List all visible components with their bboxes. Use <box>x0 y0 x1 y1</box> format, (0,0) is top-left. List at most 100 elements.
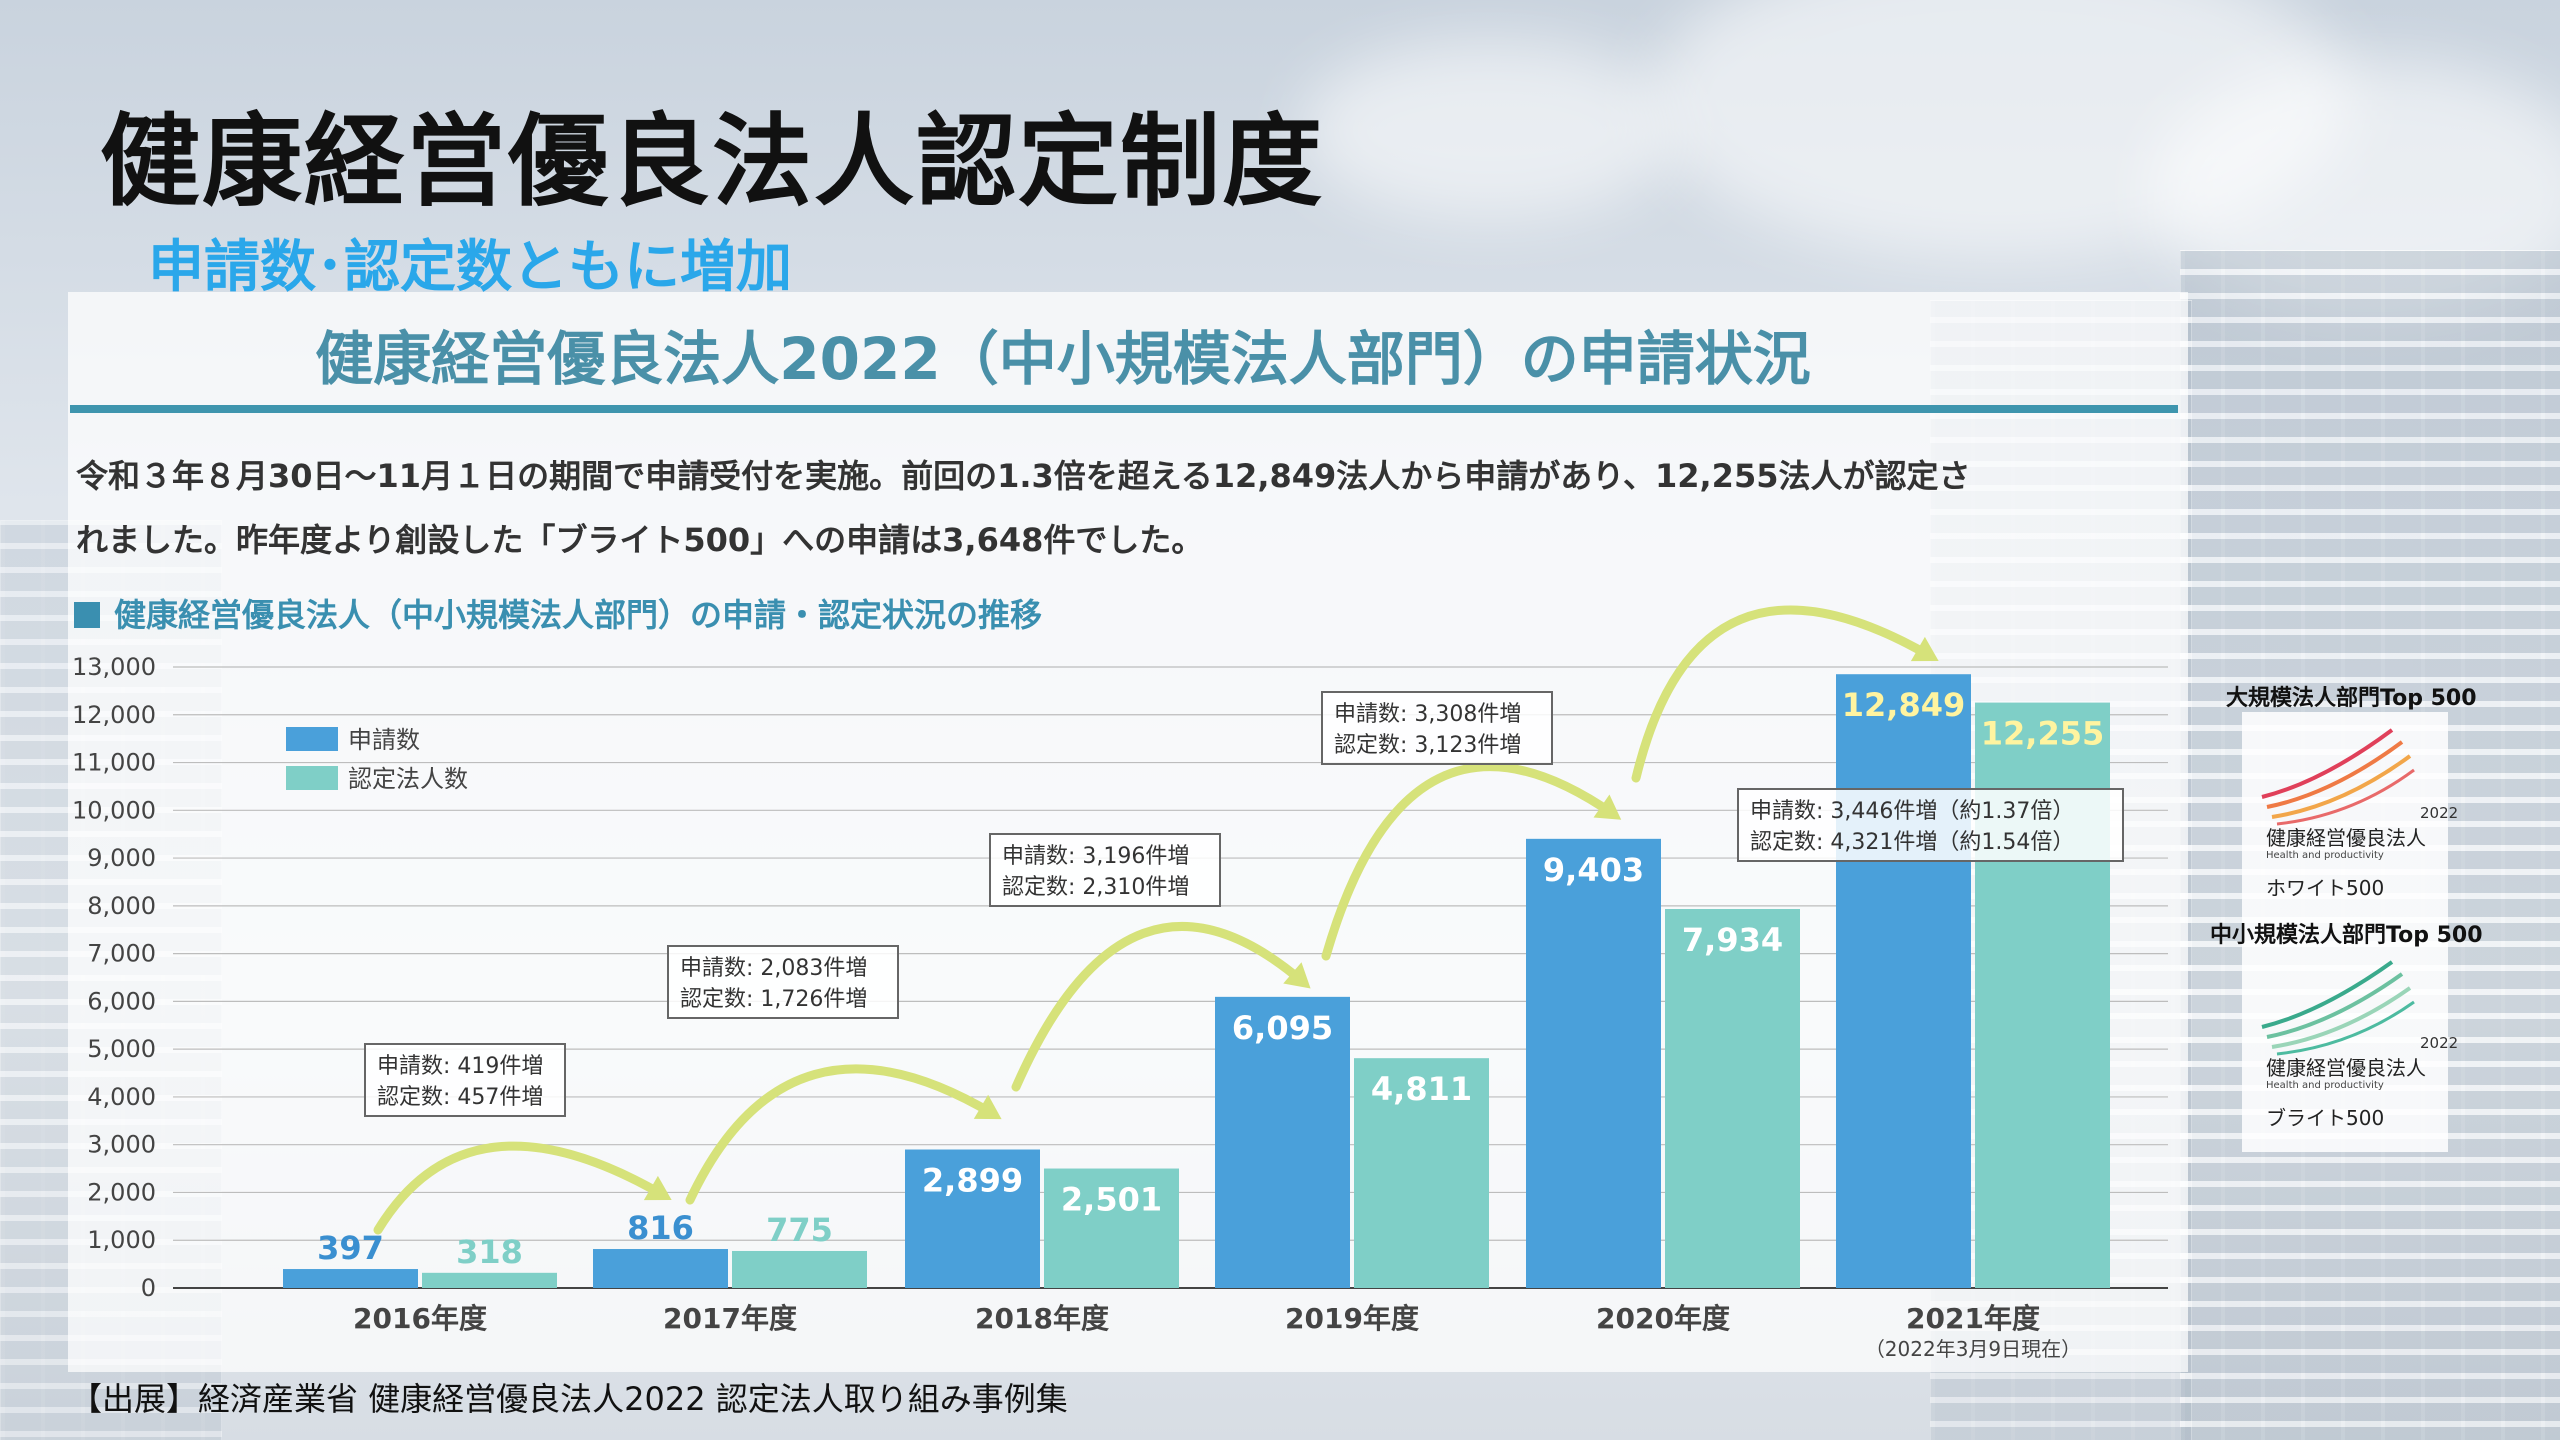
bright500-year: 2022 <box>2420 1034 2459 1052</box>
growth-arrow <box>1321 762 1618 961</box>
annotation-box <box>989 833 1221 907</box>
x-category-note: （2022年3月9日現在） <box>1865 1337 2081 1361</box>
panel-divider <box>70 405 2178 413</box>
annotation-applications: 申請数: 3,196件増 <box>1002 844 1189 869</box>
bright500-emblem-icon <box>2261 960 2415 1056</box>
bar-certified <box>1665 908 1800 1288</box>
data-label-applications: 12,849 <box>1842 686 1965 724</box>
logo-artwork <box>2261 728 2415 1056</box>
arrow-head-icon <box>973 1094 1002 1120</box>
arrow-head-icon <box>1593 794 1622 820</box>
y-tick-label: 2,000 <box>87 1178 156 1206</box>
white500-year: 2022 <box>2420 804 2459 822</box>
data-label-applications: 397 <box>317 1229 384 1267</box>
y-tick-label: 10,000 <box>72 796 156 824</box>
y-tick-label: 8,000 <box>87 892 156 920</box>
section-heading-text: 健康経営優良法人（中小規模法人部門）の申請・認定状況の推移 <box>114 596 1043 634</box>
annotation-applications: 申請数: 419件増 <box>377 1054 543 1079</box>
panel-description: 令和３年８月30日～11月１日の期間で申請受付を実施。前回の1.3倍を超える12… <box>76 444 2186 572</box>
bar-applications <box>1215 996 1350 1288</box>
bright500-tagline: Health and productivity <box>2266 1080 2384 1091</box>
annotation-certified: 認定数: 3,123件増 <box>1334 733 1521 758</box>
section-heading: 健康経営優良法人（中小規模法人部門）の申請・認定状況の推移 <box>74 590 1042 636</box>
annotation-box <box>364 1043 566 1117</box>
large-corp-logo-heading: 大規模法人部門Top 500 <box>2226 686 2477 711</box>
arrow-head-icon <box>1283 962 1311 989</box>
bar-applications <box>593 1249 728 1288</box>
data-label-applications: 6,095 <box>1232 1009 1333 1047</box>
annotation-certified: 認定数: 1,726件増 <box>680 987 867 1012</box>
legend-swatch-applications <box>286 727 338 751</box>
data-label-applications: 816 <box>627 1209 694 1247</box>
data-label-applications: 2,899 <box>922 1162 1023 1200</box>
data-label-certified: 318 <box>456 1233 523 1271</box>
page-subtitle: 申請数･認定数ともに増加 <box>148 235 792 300</box>
x-category-label: 2021年度 <box>1906 1302 2040 1335</box>
bright500-label: ブライト500 <box>2266 1106 2385 1130</box>
data-label-applications: 9,403 <box>1543 851 1644 889</box>
page-title: 健康経営優良法人認定制度 <box>100 103 1324 220</box>
annotation-certified: 認定数: 2,310件増 <box>1002 875 1189 900</box>
y-tick-label: 9,000 <box>87 844 156 872</box>
white500-label: ホワイト500 <box>2266 876 2385 900</box>
arrow-head-icon <box>1910 636 1939 662</box>
description-line-1: 令和３年８月30日～11月１日の期間で申請受付を実施。前回の1.3倍を超える12… <box>76 457 1971 495</box>
x-category-label: 2017年度 <box>663 1302 797 1335</box>
bar-chart: 0 1,000 2,000 3,000 4,000 5,000 6,000 7,000 8,00… <box>72 605 2168 1361</box>
chart-panel: 健康経営優良法人2022（中小規模法人部門）の申請状況 令和３年８月30日～11… <box>68 292 2188 1372</box>
bar-applications <box>1526 838 1661 1288</box>
annotation-certified: 認定数: 457件増 <box>377 1085 543 1110</box>
x-category-label: 2018年度 <box>975 1302 1109 1335</box>
legend-label-certified: 認定法人数 <box>348 765 468 793</box>
growth-arrow <box>685 1064 998 1205</box>
growth-arrow <box>373 1141 668 1235</box>
annotation-certified: 認定数: 4,321件増（約1.54倍） <box>1750 830 2074 855</box>
legend-label-applications: 申請数 <box>348 726 420 754</box>
sme-logo-heading: 中小規模法人部門Top 500 <box>2210 923 2483 948</box>
y-tick-label: 12,000 <box>72 701 156 729</box>
annotation-box <box>1737 788 2124 862</box>
y-tick-label: 1,000 <box>87 1226 156 1254</box>
growth-arrow <box>1011 921 1308 1092</box>
white500-name: 健康経営優良法人 <box>2266 826 2426 850</box>
data-label-certified: 775 <box>766 1211 833 1249</box>
panel-title: 健康経営優良法人2022（中小規模法人部門）の申請状況 <box>315 325 1811 393</box>
source-citation: 【出展】経済産業省 健康経営優良法人2022 認定法人取り組み事例集 <box>70 1380 1068 1418</box>
y-tick-label: 0 <box>141 1274 156 1302</box>
certification-logos: 2022 健康経営優良法人 Health and productivity ホワ… <box>2210 712 2483 1152</box>
data-label-certified: 7,934 <box>1682 921 1783 959</box>
x-category-label: 2020年度 <box>1596 1302 1730 1335</box>
bar-applications <box>283 1269 418 1288</box>
growth-arrow <box>1631 605 1935 783</box>
bar-applications <box>1836 674 1971 1288</box>
annotation-box <box>667 945 899 1019</box>
bar-applications <box>905 1149 1040 1288</box>
y-tick-label: 7,000 <box>87 940 156 968</box>
bright500-name: 健康経営優良法人 <box>2266 1056 2426 1080</box>
square-bullet-icon <box>74 602 100 628</box>
y-tick-label: 3,000 <box>87 1131 156 1159</box>
annotation-box <box>1321 691 1553 765</box>
description-line-2: れました。昨年度より創設した「ブライト500」への申請は3,648件でした。 <box>76 521 1204 559</box>
y-tick-label: 6,000 <box>87 987 156 1015</box>
x-category-label: 2016年度 <box>353 1302 487 1335</box>
annotation-applications: 申請数: 3,446件増（約1.37倍） <box>1750 799 2074 824</box>
bar-certified <box>1354 1058 1489 1288</box>
data-label-certified: 4,811 <box>1371 1070 1472 1108</box>
data-label-certified: 12,255 <box>1981 715 2104 753</box>
white500-tagline: Health and productivity <box>2266 850 2384 861</box>
y-tick-label: 5,000 <box>87 1035 156 1063</box>
data-label-certified: 2,501 <box>1061 1181 1162 1219</box>
bar-certified <box>732 1250 867 1288</box>
y-tick-label: 4,000 <box>87 1083 156 1111</box>
white500-emblem-icon <box>2261 728 2415 826</box>
bar-certified <box>422 1272 557 1288</box>
y-tick-label: 11,000 <box>72 749 156 777</box>
arrow-head-icon <box>643 1175 672 1201</box>
y-tick-label: 13,000 <box>72 653 156 681</box>
bar-certified <box>1044 1168 1179 1288</box>
annotation-applications: 申請数: 3,308件増 <box>1334 702 1521 727</box>
legend-swatch-certified <box>286 766 338 790</box>
annotation-applications: 申請数: 2,083件増 <box>680 956 867 981</box>
x-category-label: 2019年度 <box>1285 1302 1419 1335</box>
